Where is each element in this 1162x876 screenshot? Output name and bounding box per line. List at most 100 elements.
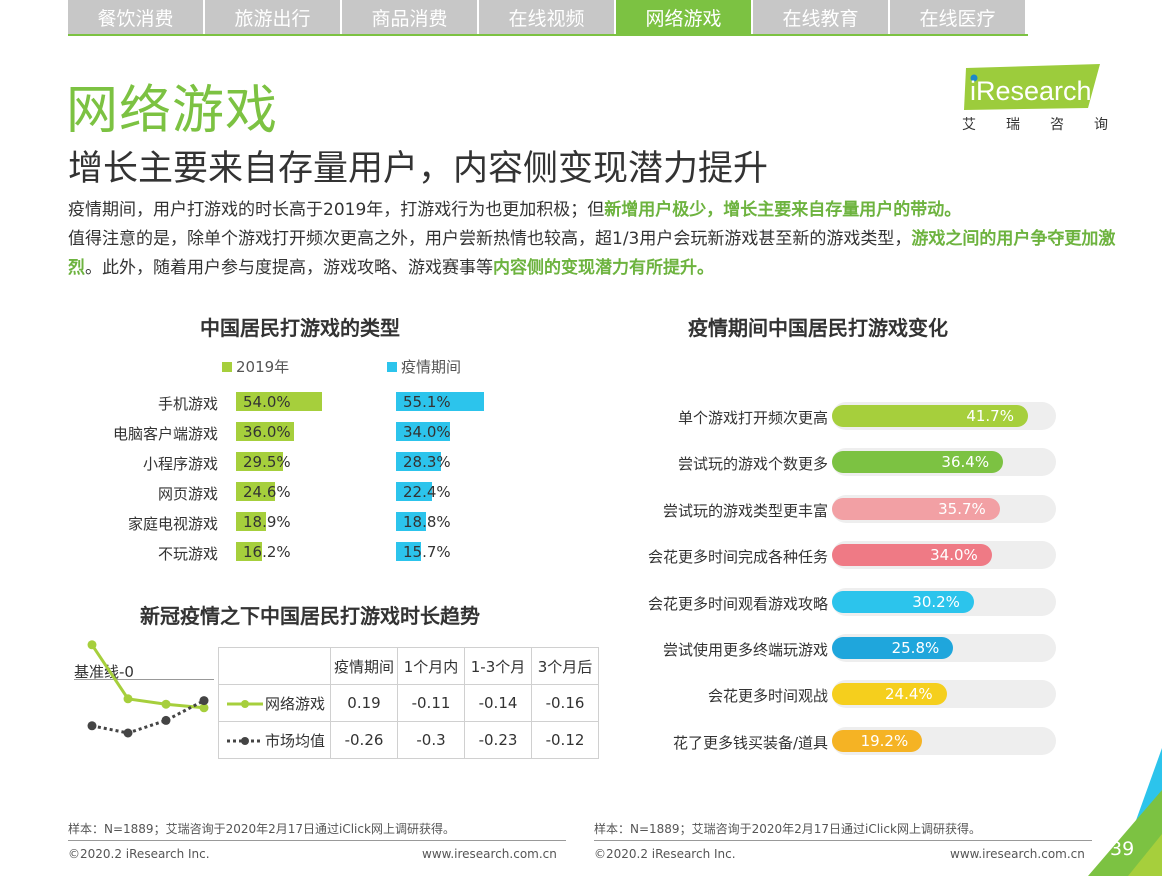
data-label: 22.4% [403, 483, 451, 501]
bar [832, 544, 992, 567]
data-label: 24.4% [885, 685, 933, 704]
bar [396, 482, 432, 501]
tab-dining[interactable]: 餐饮消费 [68, 0, 203, 34]
bar [396, 542, 422, 561]
category-label: 会花更多时间完成各种任务 [647, 548, 828, 567]
category-label: 网页游戏 [157, 485, 218, 503]
bar [236, 392, 323, 411]
table-cell: 0.19 [330, 684, 398, 722]
intro-highlight: 新增用户极少，增长主要来自存量用户的带动。 [604, 200, 962, 220]
data-label: 18.8% [403, 513, 451, 531]
table-header-cell: 1-3个月 [464, 647, 532, 685]
legend-swatch [222, 361, 232, 372]
tab-goods[interactable]: 商品消费 [342, 0, 477, 34]
legend-label: 疫情期间 [401, 358, 462, 376]
table-cell: -0.14 [464, 684, 532, 722]
copyright-right: ©2020.2 iResearch Inc. [594, 847, 736, 861]
data-label: 54.0% [243, 393, 291, 411]
data-label: 34.0% [930, 546, 978, 565]
data-label: 30.2% [912, 592, 960, 611]
baseline-line [74, 679, 214, 680]
page-subtitle: 增长主要来自存量用户，内容侧变现潜力提升 [68, 149, 769, 189]
data-label: 18.9% [243, 513, 291, 531]
url-right: www.iresearch.com.cn [950, 847, 1085, 861]
duration-trend-table: 疫情期间 1个月内 1-3个月 3个月后 网络游戏 0.19 -0.11 -0.… [218, 647, 599, 759]
legend-swatch [387, 361, 397, 372]
data-point [161, 699, 171, 709]
data-label: 19.2% [860, 731, 909, 750]
category-label: 会花更多时间观战 [707, 687, 828, 706]
category-tabs: 餐饮消费 旅游出行 商品消费 在线视频 网络游戏 在线教育 在线医疗 [68, 0, 1027, 34]
game-types-chart-title: 中国居民打游戏的类型 [200, 316, 400, 340]
tab-online-education[interactable]: 在线教育 [753, 0, 888, 34]
tab-online-medical[interactable]: 在线医疗 [890, 0, 1025, 34]
bar [236, 422, 294, 441]
category-label: 电脑客户端游戏 [112, 425, 218, 443]
category-label: 手机游戏 [157, 395, 218, 413]
data-point [199, 696, 209, 706]
bar [236, 512, 267, 531]
table-cell: -0.26 [330, 721, 398, 759]
data-point [87, 640, 97, 650]
data-point [123, 694, 133, 704]
data-label: 25.8% [891, 639, 940, 657]
table-row: 市场均值 -0.26 -0.3 -0.23 -0.12 [218, 721, 599, 759]
series-line [91, 699, 205, 735]
bar [832, 497, 1000, 520]
category-label: 不玩游戏 [157, 545, 218, 563]
category-label: 花了更多钱买装备/道具 [672, 733, 828, 752]
category-label: 会花更多时间观看游戏攻略 [647, 594, 828, 613]
intro-paragraph: 疫情期间，用户打游戏的时长高于2019年，打游戏行为也更加积极；但新增用户极少，… [68, 196, 1118, 283]
category-label: 尝试使用更多终端玩游戏 [662, 641, 828, 659]
table-cell: -0.23 [464, 721, 532, 759]
series-label: 市场均值 [265, 731, 326, 750]
bar [396, 392, 485, 411]
duration-trend-chart-title: 新冠疫情之下中国居民打游戏时长趋势 [140, 604, 480, 628]
bar [832, 451, 1004, 474]
data-label: 34.0% [403, 423, 451, 441]
bar [236, 542, 262, 561]
footer-rule-left [68, 840, 566, 841]
bar [396, 422, 451, 441]
bar [396, 512, 427, 531]
category-label: 尝试玩的游戏类型更丰富 [662, 501, 828, 520]
data-label: 24.6% [243, 483, 291, 501]
tab-underline [68, 34, 1028, 36]
url-left: www.iresearch.com.cn [422, 847, 557, 861]
tab-online-video[interactable]: 在线视频 [479, 0, 614, 34]
sample-note-right: 样本：N=1889；艾瑞咨询于2020年2月17日通过iClick网上调研获得。 [594, 822, 981, 836]
tab-travel[interactable]: 旅游出行 [205, 0, 340, 34]
table-cell: -0.12 [531, 721, 599, 759]
data-label: 36.0% [243, 423, 291, 441]
table-header-cell: 3个月后 [531, 647, 599, 685]
data-label: 16.2% [243, 543, 291, 561]
corner-decoration [1088, 748, 1162, 876]
data-label: 28.3% [403, 453, 451, 471]
intro-text: 疫情期间，用户打游戏的时长高于2019年，打游戏行为也更加积极；但 [68, 200, 605, 220]
data-label: 55.1% [403, 393, 451, 411]
table-cell: -0.3 [397, 721, 465, 759]
bar [236, 482, 276, 501]
table-cell: -0.11 [397, 684, 465, 722]
table-cell: -0.16 [531, 684, 599, 722]
bar [832, 637, 954, 659]
series-line [90, 643, 205, 710]
iresearch-logo: iResearch [964, 64, 1100, 110]
table-header-cell: 疫情期间 [330, 647, 398, 685]
logo-wordmark: iResearch [970, 76, 1092, 106]
table-corner-cell [218, 647, 331, 685]
epidemic-changes-chart-title: 疫情期间中国居民打游戏变化 [688, 316, 948, 340]
data-label: 36.4% [941, 453, 990, 472]
baseline-label: 基准线-0 [74, 663, 134, 681]
bar [832, 683, 947, 706]
tab-online-games[interactable]: 网络游戏 [616, 0, 751, 34]
bar [832, 590, 974, 613]
category-label: 家庭电视游戏 [127, 515, 218, 533]
legend-line-market-average [227, 737, 263, 745]
sample-note-left: 样本：N=1889；艾瑞咨询于2020年2月17日通过iClick网上调研获得。 [68, 822, 455, 836]
table-row: 网络游戏 0.19 -0.11 -0.14 -0.16 [218, 684, 599, 722]
data-point [87, 721, 97, 731]
data-point [161, 715, 171, 725]
intro-highlight: 内容侧的变现潜力有所提升。 [493, 258, 714, 278]
data-point [199, 703, 209, 713]
